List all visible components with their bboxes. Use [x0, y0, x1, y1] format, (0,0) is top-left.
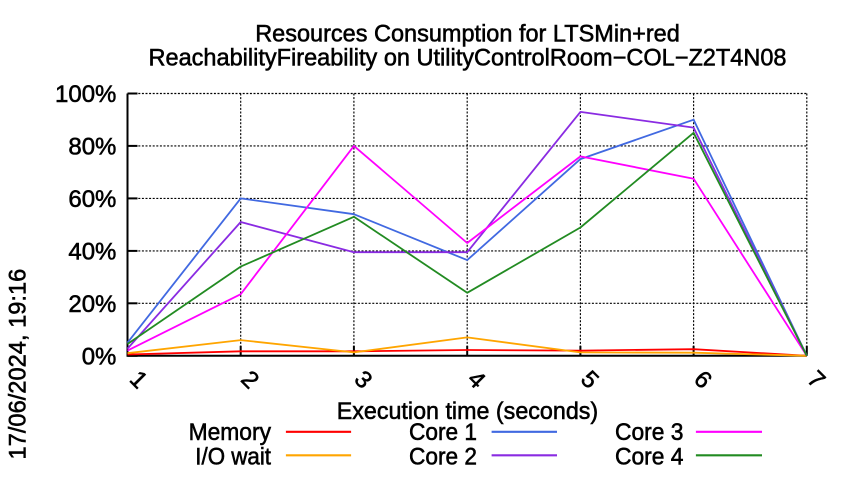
svg-text:60%: 60% [68, 186, 116, 213]
svg-text:100%: 100% [55, 81, 116, 108]
svg-text:80%: 80% [68, 134, 116, 161]
svg-text:Core 1: Core 1 [409, 419, 477, 446]
svg-text:20%: 20% [68, 291, 116, 318]
svg-text:Execution time (seconds): Execution time (seconds) [337, 398, 599, 425]
svg-text:40%: 40% [68, 239, 116, 266]
svg-text:I/O wait: I/O wait [195, 444, 271, 471]
svg-text:17/06/2024, 19:16: 17/06/2024, 19:16 [5, 269, 32, 460]
svg-text:0%: 0% [82, 344, 117, 371]
svg-text:Memory: Memory [189, 419, 271, 446]
svg-text:ReachabilityFireability on Uti: ReachabilityFireability on UtilityContro… [149, 45, 787, 72]
svg-text:Core 2: Core 2 [409, 444, 477, 471]
svg-text:Core 4: Core 4 [615, 444, 684, 471]
svg-text:Core 3: Core 3 [615, 419, 684, 446]
svg-text:Resources Consumption for LTSM: Resources Consumption for LTSMin+red [255, 21, 680, 48]
